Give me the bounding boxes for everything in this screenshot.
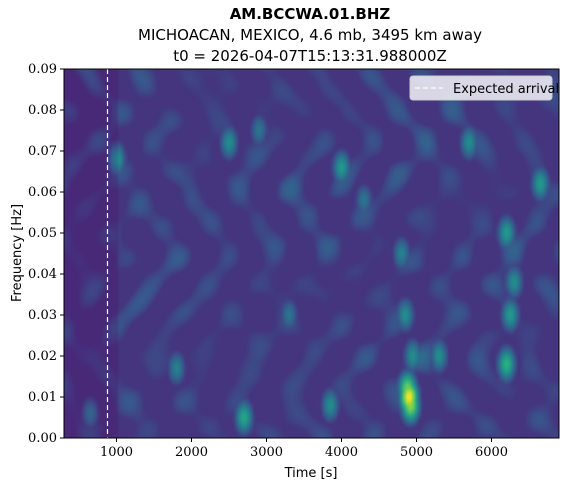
x-tick-label: 1000 — [100, 445, 133, 460]
y-tick-label: 0.02 — [28, 349, 57, 364]
x-tick-label: 3000 — [250, 445, 283, 460]
y-axis-label: Frequency [Hz] — [10, 204, 25, 302]
chart-subtitle: MICHOACAN, MEXICO, 4.6 mb, 3495 km away — [138, 26, 482, 44]
y-tick-label: 0.01 — [28, 390, 57, 405]
y-tick-label: 0.03 — [28, 308, 57, 323]
y-tick-label: 0.05 — [28, 226, 57, 241]
plot-area — [63, 68, 560, 439]
x-tick-label: 2000 — [175, 445, 208, 460]
legend: Expected arrival — [409, 75, 559, 101]
y-tick-label: 0.09 — [28, 62, 57, 77]
legend-label: Expected arrival — [453, 82, 559, 97]
y-axis: 0.00 0.01 0.02 0.03 0.04 0.05 0.06 0.07 0.08 0.09 — [28, 62, 64, 446]
x-axis-label: Time [s] — [284, 466, 338, 481]
x-tick-label: 5000 — [400, 445, 433, 460]
y-tick-label: 0.04 — [28, 267, 57, 282]
spectrogram-heatmap — [64, 69, 559, 438]
legend-box — [409, 75, 553, 101]
plot-frame — [63, 68, 560, 439]
y-tick-label: 0.06 — [28, 185, 57, 200]
y-tick-label: 0.00 — [28, 431, 57, 446]
x-tick-label: 4000 — [325, 445, 358, 460]
chart-subtitle-time: t0 = 2026-04-07T15:13:31.988000Z — [173, 47, 447, 65]
chart-title: AM.BCCWA.01.BHZ — [230, 5, 391, 23]
y-tick-label: 0.07 — [28, 144, 57, 159]
x-tick-label: 6000 — [475, 445, 508, 460]
x-axis: 1000 2000 3000 4000 5000 6000 — [100, 438, 508, 460]
y-tick-label: 0.08 — [28, 103, 57, 118]
